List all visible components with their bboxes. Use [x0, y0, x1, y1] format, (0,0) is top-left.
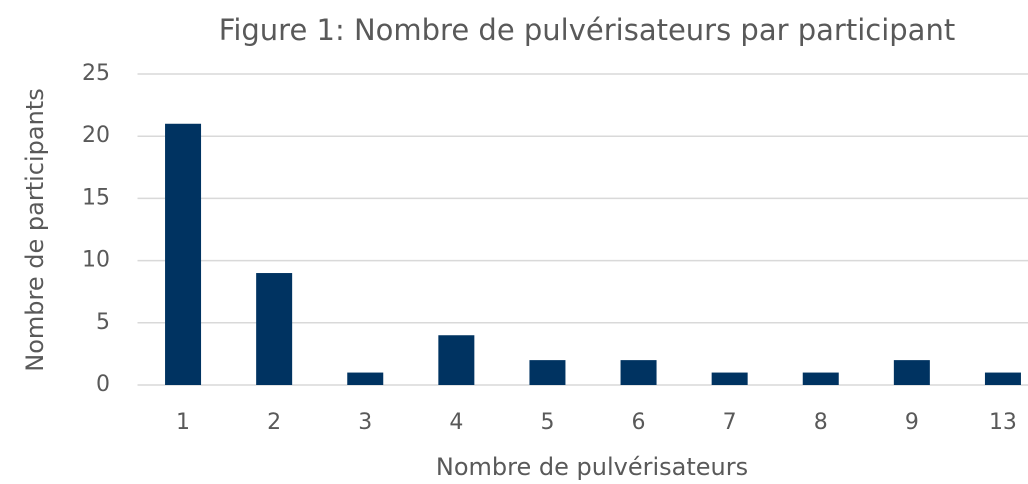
x-tick-label: 3: [358, 410, 372, 435]
x-tick-label: 7: [723, 410, 737, 435]
bar: [256, 273, 293, 385]
y-axis-label: Nombre de participants: [21, 88, 49, 371]
y-tick-label: 5: [96, 310, 110, 335]
bar: [165, 123, 202, 385]
bar: [893, 360, 930, 385]
x-tick-label: 2: [267, 410, 281, 435]
chart-title: Figure 1: Nombre de pulvérisateurs par p…: [219, 13, 955, 47]
x-tick-label: 1: [176, 410, 190, 435]
x-tick-label: 4: [449, 410, 463, 435]
bar: [438, 335, 475, 385]
bar: [802, 372, 839, 385]
y-tick-label: 20: [82, 123, 110, 148]
x-tick-label: 6: [632, 410, 646, 435]
bar: [711, 372, 748, 385]
x-axis-label: Nombre de pulvérisateurs: [436, 453, 748, 481]
bar: [984, 372, 1021, 385]
x-tick-label: 8: [814, 410, 828, 435]
bar: [620, 360, 657, 385]
y-tick-label: 0: [96, 372, 110, 397]
x-tick-label: 13: [989, 410, 1017, 435]
bar: [347, 372, 384, 385]
bar: [529, 360, 566, 385]
y-tick-label: 10: [82, 248, 110, 273]
y-tick-label: 15: [82, 185, 110, 210]
y-tick-label: 25: [82, 61, 110, 86]
x-tick-label: 5: [540, 410, 554, 435]
x-tick-label: 9: [905, 410, 919, 435]
